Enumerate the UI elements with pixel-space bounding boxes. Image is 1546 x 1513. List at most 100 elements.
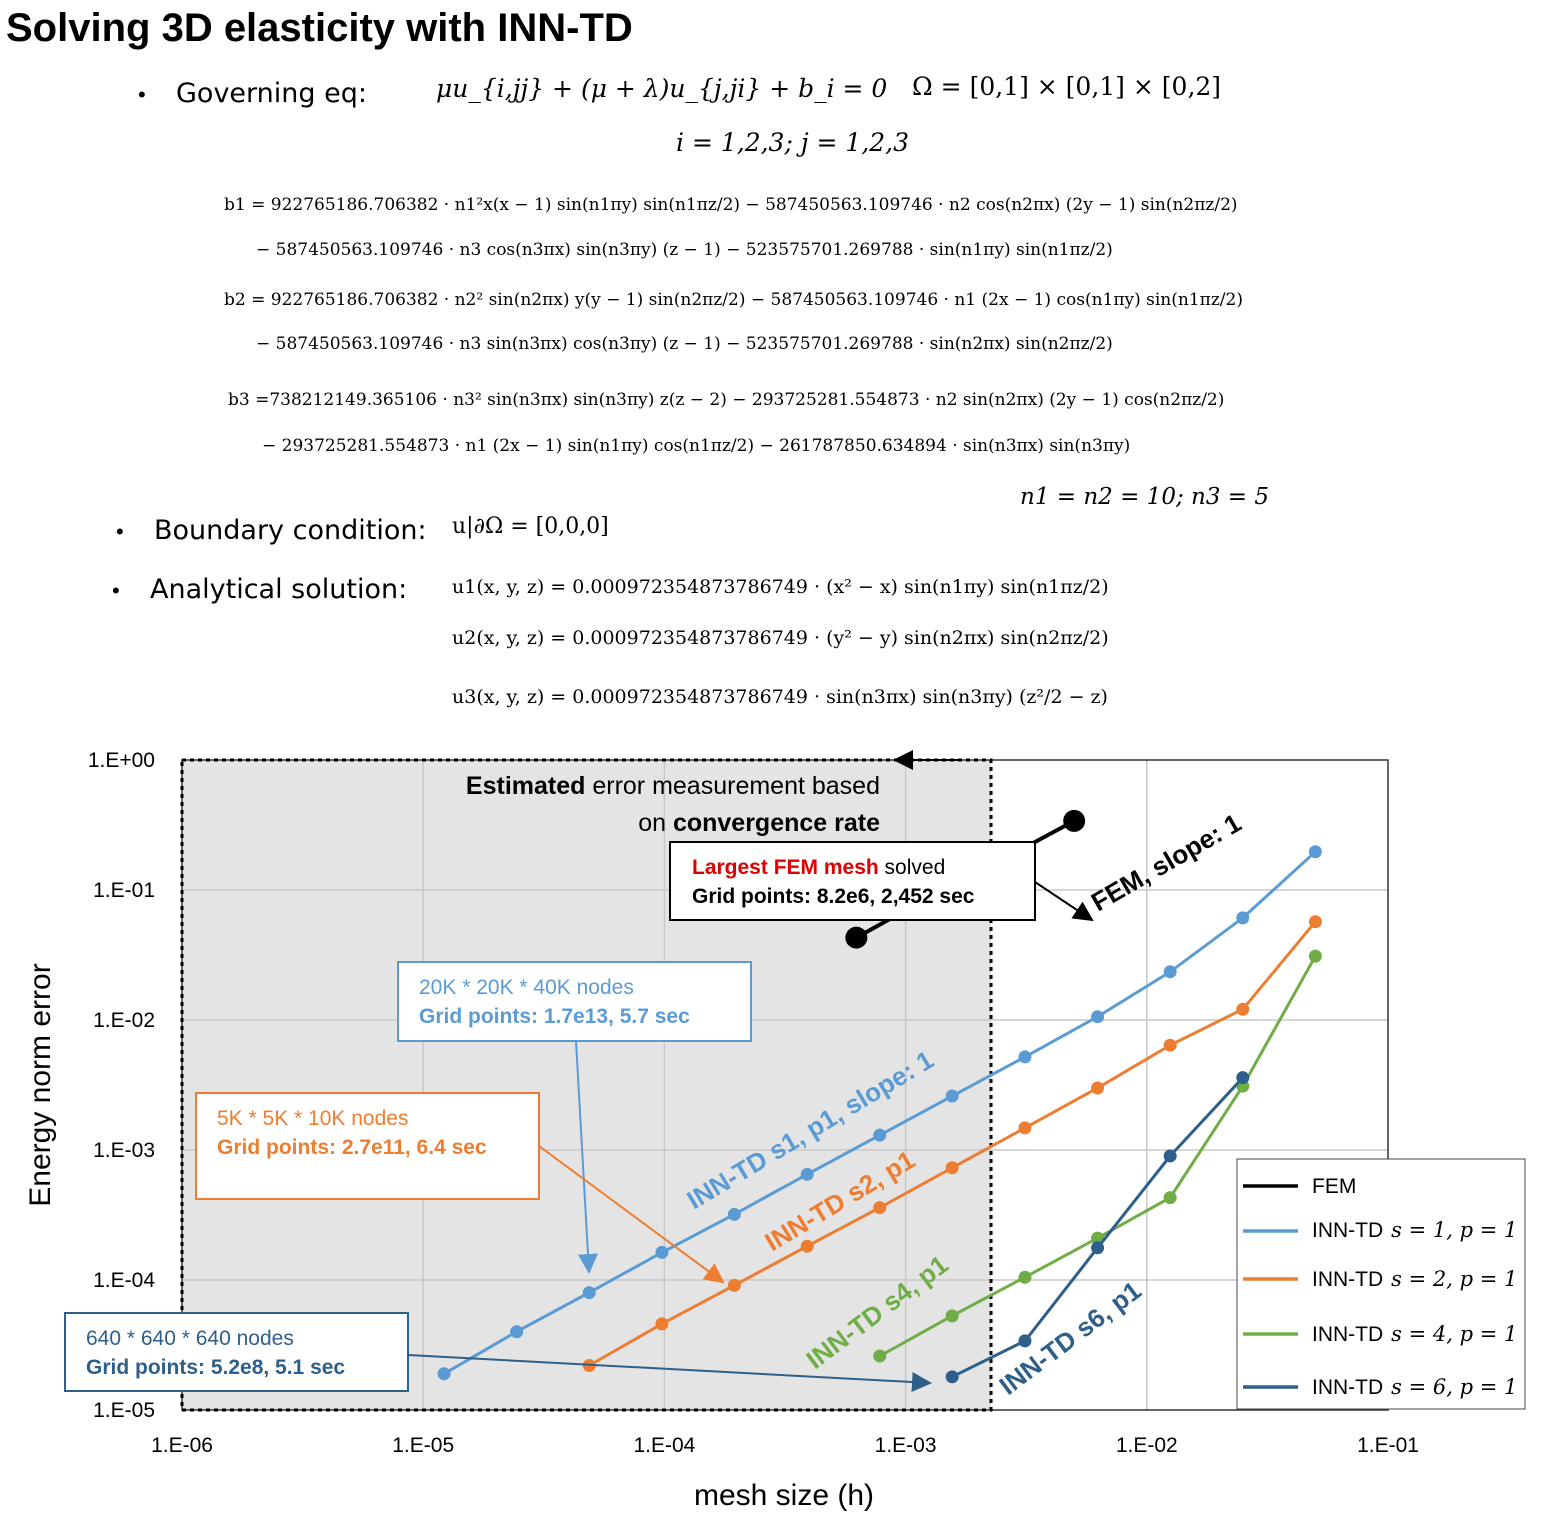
s2-callout-line1: 5K * 5K * 10K nodes [217,1107,408,1130]
b3-line1: b3 =738212149.365106 · n3² sin(n3πx) sin… [228,390,1225,410]
governing-equation: μu_{i,jj} + (μ + λ)u_{j,ji} + b_i = 0 [436,74,888,103]
y-tick-label: 1.E-03 [93,1139,155,1162]
s6-callout-arrow [407,1354,932,1393]
data-point [873,1128,887,1142]
s1-callout-line2: Grid points: 1.7e13, 5.7 sec [419,1005,690,1028]
boundary-label: Boundary condition: [154,515,427,546]
region-label-bold2: convergence rate [673,809,880,837]
legend-label-fem: FEM [1312,1175,1356,1198]
legend-label-s4-math: s = 4, p = 1 [1391,1322,1517,1346]
data-point [1236,1071,1250,1085]
x-tick-label: 1.E-01 [1357,1434,1419,1457]
s2-callout: 5K * 5K * 10K nodes Grid points: 2.7e11,… [195,1092,725,1284]
legend: FEM INN-TD s = 1, p = 1 INN-TD s = 2, p = … [1236,1158,1526,1410]
s6-callout: 640 * 640 * 640 nodes Grid points: 5.2e8… [64,1312,932,1393]
region-label-bold: Estimated [466,772,585,800]
u3-solution: u3(x, y, z) = 0.000972354873786749 · sin… [452,686,1108,708]
data-point [1018,1121,1032,1135]
data-point [1091,1081,1105,1095]
legend-label-s1: INN-TD s = 1, p = 1 [1312,1218,1517,1242]
estimated-region-border [180,758,993,1412]
y-tick-label: 1.E-04 [93,1269,155,1292]
data-point [1308,949,1322,963]
data-point [1308,915,1322,929]
u2-solution: u2(x, y, z) = 0.000972354873786749 · (y²… [452,627,1109,649]
x-tick-label: 1.E-05 [392,1434,454,1457]
index-ranges: i = 1,2,3; j = 1,2,3 [676,128,910,157]
data-point [1163,1038,1177,1052]
data-point [655,1245,669,1259]
data-point [1091,1241,1105,1255]
legend-label-s6-math: s = 6, p = 1 [1391,1375,1517,1399]
x-tick-label: 1.E-03 [875,1434,937,1457]
data-point [1018,1334,1032,1348]
s1-callout-arrow [575,1040,598,1274]
b1-line2: − 587450563.109746 · n3 cos(n3πx) sin(n3… [256,240,1113,260]
data-point [1163,965,1177,979]
data-point [945,1161,959,1175]
legend-label-s6: INN-TD s = 6, p = 1 [1312,1375,1517,1399]
data-point [510,1325,524,1339]
s2-callout-line2: Grid points: 2.7e11, 6.4 sec [217,1136,487,1159]
parameters: n1 = n2 = 10; n3 = 5 [1020,484,1269,510]
fem-callout-line2: Grid points: 8.2e6, 2,452 sec [692,885,975,908]
s1-callout-box [397,961,752,1042]
legend-label-s2: INN-TD s = 2, p = 1 [1312,1267,1517,1291]
region-label-line2: on convergence rate [638,809,880,837]
region-label-on: on [638,809,673,837]
s1-callout-line1: 20K * 20K * 40K nodes [419,976,634,999]
legend-label-s1-prefix: INN-TD [1312,1219,1383,1242]
data-point [845,926,868,949]
region-label-rest: error measurement based [585,772,880,800]
data-point [1091,1010,1105,1024]
y-tick-label: 1.E+00 [88,749,155,772]
data-point [1063,809,1086,832]
data-point [1163,1149,1177,1163]
domain-definition: Ω = [0,1] × [0,1] × [0,2] [912,72,1222,101]
s6-line-label: INN-TD s6, p1 [994,1275,1147,1401]
bullet-governing: • [138,82,146,107]
legend-label-s6-prefix: INN-TD [1312,1376,1383,1399]
governing-label: Governing eq: [176,78,367,109]
data-point [582,1286,596,1300]
fem-callout-rest: solved [879,856,946,879]
page-title: Solving 3D elasticity with INN-TD [6,6,633,50]
y-tick-label: 1.E-02 [93,1009,155,1032]
s6-callout-line1: 640 * 640 * 640 nodes [86,1327,294,1350]
fem-callout-line1: Largest FEM mesh solved [692,856,945,879]
b2-line2: − 587450563.109746 · n3 sin(n3πx) cos(n3… [256,334,1113,354]
data-point [873,1349,887,1363]
data-point [1236,911,1250,925]
data-point [1018,1270,1032,1284]
y-tick-label: 1.E-05 [93,1399,155,1422]
data-point [1308,845,1322,859]
s6-callout-box [64,1312,409,1392]
s2-callout-arrow [538,1145,725,1284]
data-point [945,1089,959,1103]
legend-label-s1-math: s = 1, p = 1 [1391,1218,1517,1242]
data-point [727,1278,741,1292]
data-point [800,1167,814,1181]
s2-callout-box [195,1092,540,1200]
s6-callout-line2: Grid points: 5.2e8, 5.1 sec [86,1356,345,1379]
data-point [800,1239,814,1253]
fem-callout-red: Largest FEM mesh [692,856,879,879]
data-point [727,1207,741,1221]
data-point [1163,1191,1177,1205]
y-axis-label: Energy norm error [24,963,57,1206]
legend-label-s2-math: s = 2, p = 1 [1391,1267,1517,1291]
data-point [945,1370,959,1384]
legend-label-s4: INN-TD s = 4, p = 1 [1312,1322,1517,1346]
analytical-label: Analytical solution: [150,574,408,605]
x-tick-label: 1.E-04 [633,1434,695,1457]
legend-label-s4-prefix: INN-TD [1312,1323,1383,1346]
data-point [1018,1050,1032,1064]
region-label-line1: Estimated error measurement based [466,772,880,800]
legend-label-s2-prefix: INN-TD [1312,1268,1383,1291]
bullet-boundary: • [116,519,124,544]
legend-box [1236,1158,1526,1410]
data-point [437,1367,451,1381]
b2-line1: b2 = 922765186.706382 · n2² sin(n2πx) y(… [224,290,1243,310]
data-point [945,1309,959,1323]
